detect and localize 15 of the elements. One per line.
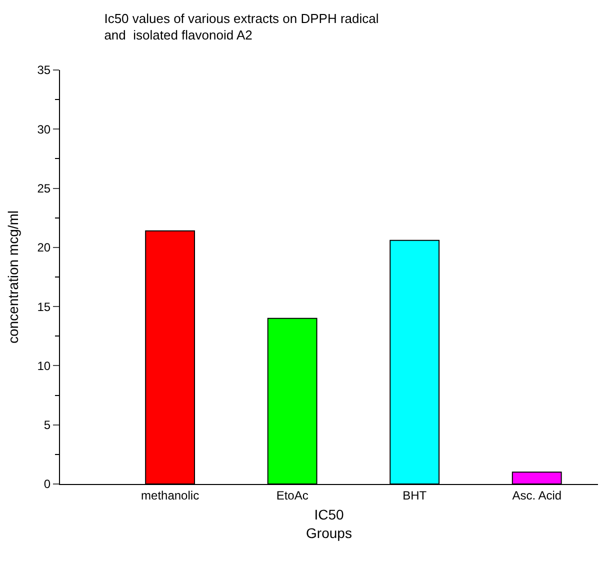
y-tick-label: 10 <box>37 358 51 373</box>
x-tick-label: EtoAc <box>276 488 308 502</box>
chart-title: Ic50 values of various extracts on DPPH radical and isolated flavonoid A2 <box>104 10 379 43</box>
y-tick-label: 25 <box>37 181 51 196</box>
y-axis-title: concentration mcg/ml <box>4 210 21 344</box>
y-tick-label: 0 <box>44 477 51 492</box>
y-tick-label: 15 <box>37 300 51 314</box>
y-tick-label: 35 <box>37 63 51 78</box>
y-tick-label: 30 <box>37 122 51 136</box>
x-tick-label: Asc. Acid <box>512 488 562 502</box>
x-axis-title: IC50 Groups <box>306 506 352 541</box>
x-tick-label: BHT <box>402 488 428 502</box>
y-tick-label: 20 <box>37 240 51 255</box>
y-tick-label: 5 <box>44 418 51 432</box>
x-tick-label: methanolic <box>141 488 200 502</box>
